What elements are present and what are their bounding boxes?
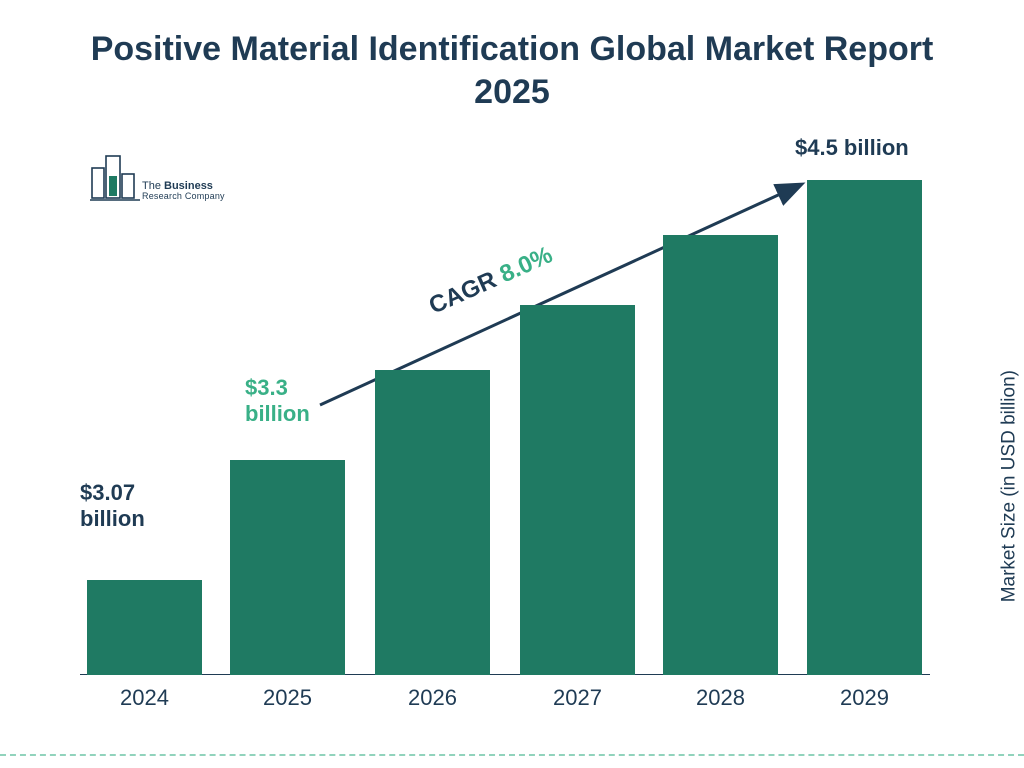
trend-arrow: [80, 140, 930, 675]
chart-plot: CAGR 8.0% 2024 2025 2026 20272028 2029 $3.07b…: [80, 140, 930, 675]
cagr-text: CAGR: [425, 264, 507, 320]
cagr-value: 8.0%: [496, 241, 557, 288]
chart-area: CAGR 8.0% 2024 2025 2026 20272028 2029 $3.07b…: [80, 140, 930, 700]
bar-group: 2026: [375, 370, 490, 675]
x-tick-label: 2024: [120, 685, 169, 711]
x-tick-label: 2027: [553, 685, 602, 711]
x-tick-label: 2029: [840, 685, 889, 711]
bar-group: 2028: [663, 235, 778, 675]
value-label: $4.5 billion: [795, 135, 909, 161]
bar: [520, 305, 635, 675]
bar-group: 2029: [807, 180, 922, 675]
x-tick-label: 2025: [263, 685, 312, 711]
page-root: Positive Material Identification Global …: [0, 0, 1024, 768]
bar: [375, 370, 490, 675]
bar-group: 2027: [520, 305, 635, 675]
bar-group: 2025: [230, 460, 345, 675]
value-label: $3.3billion: [245, 375, 310, 428]
y-axis-label: Market Size (in USD billion): [998, 370, 1020, 602]
value-label: $3.07billion: [80, 480, 145, 533]
bar: [663, 235, 778, 675]
chart-title: Positive Material Identification Global …: [0, 28, 1024, 113]
x-tick-label: 2028: [696, 685, 745, 711]
bar: [230, 460, 345, 675]
bottom-dashed-rule: [0, 754, 1024, 756]
x-tick-label: 2026: [408, 685, 457, 711]
bar: [807, 180, 922, 675]
bar: [87, 580, 202, 675]
x-axis-line: [80, 674, 930, 675]
bar-group: 2024: [87, 580, 202, 675]
